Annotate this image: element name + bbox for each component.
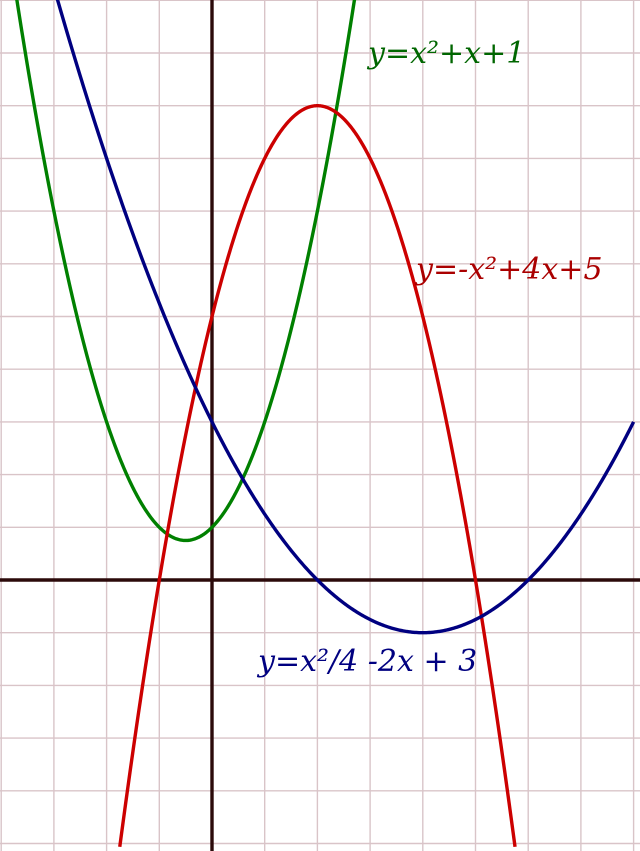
series-label-red: y=-x²+4x+5	[414, 252, 603, 287]
series-label-green: y=x²+x+1	[366, 36, 525, 71]
series-line-1	[118, 103, 517, 848]
curves	[15, 0, 636, 848]
series-line-0	[15, 0, 357, 543]
series-label-blue: y=x²/4 -2x + 3	[256, 644, 477, 679]
series-line-2	[55, 0, 636, 635]
